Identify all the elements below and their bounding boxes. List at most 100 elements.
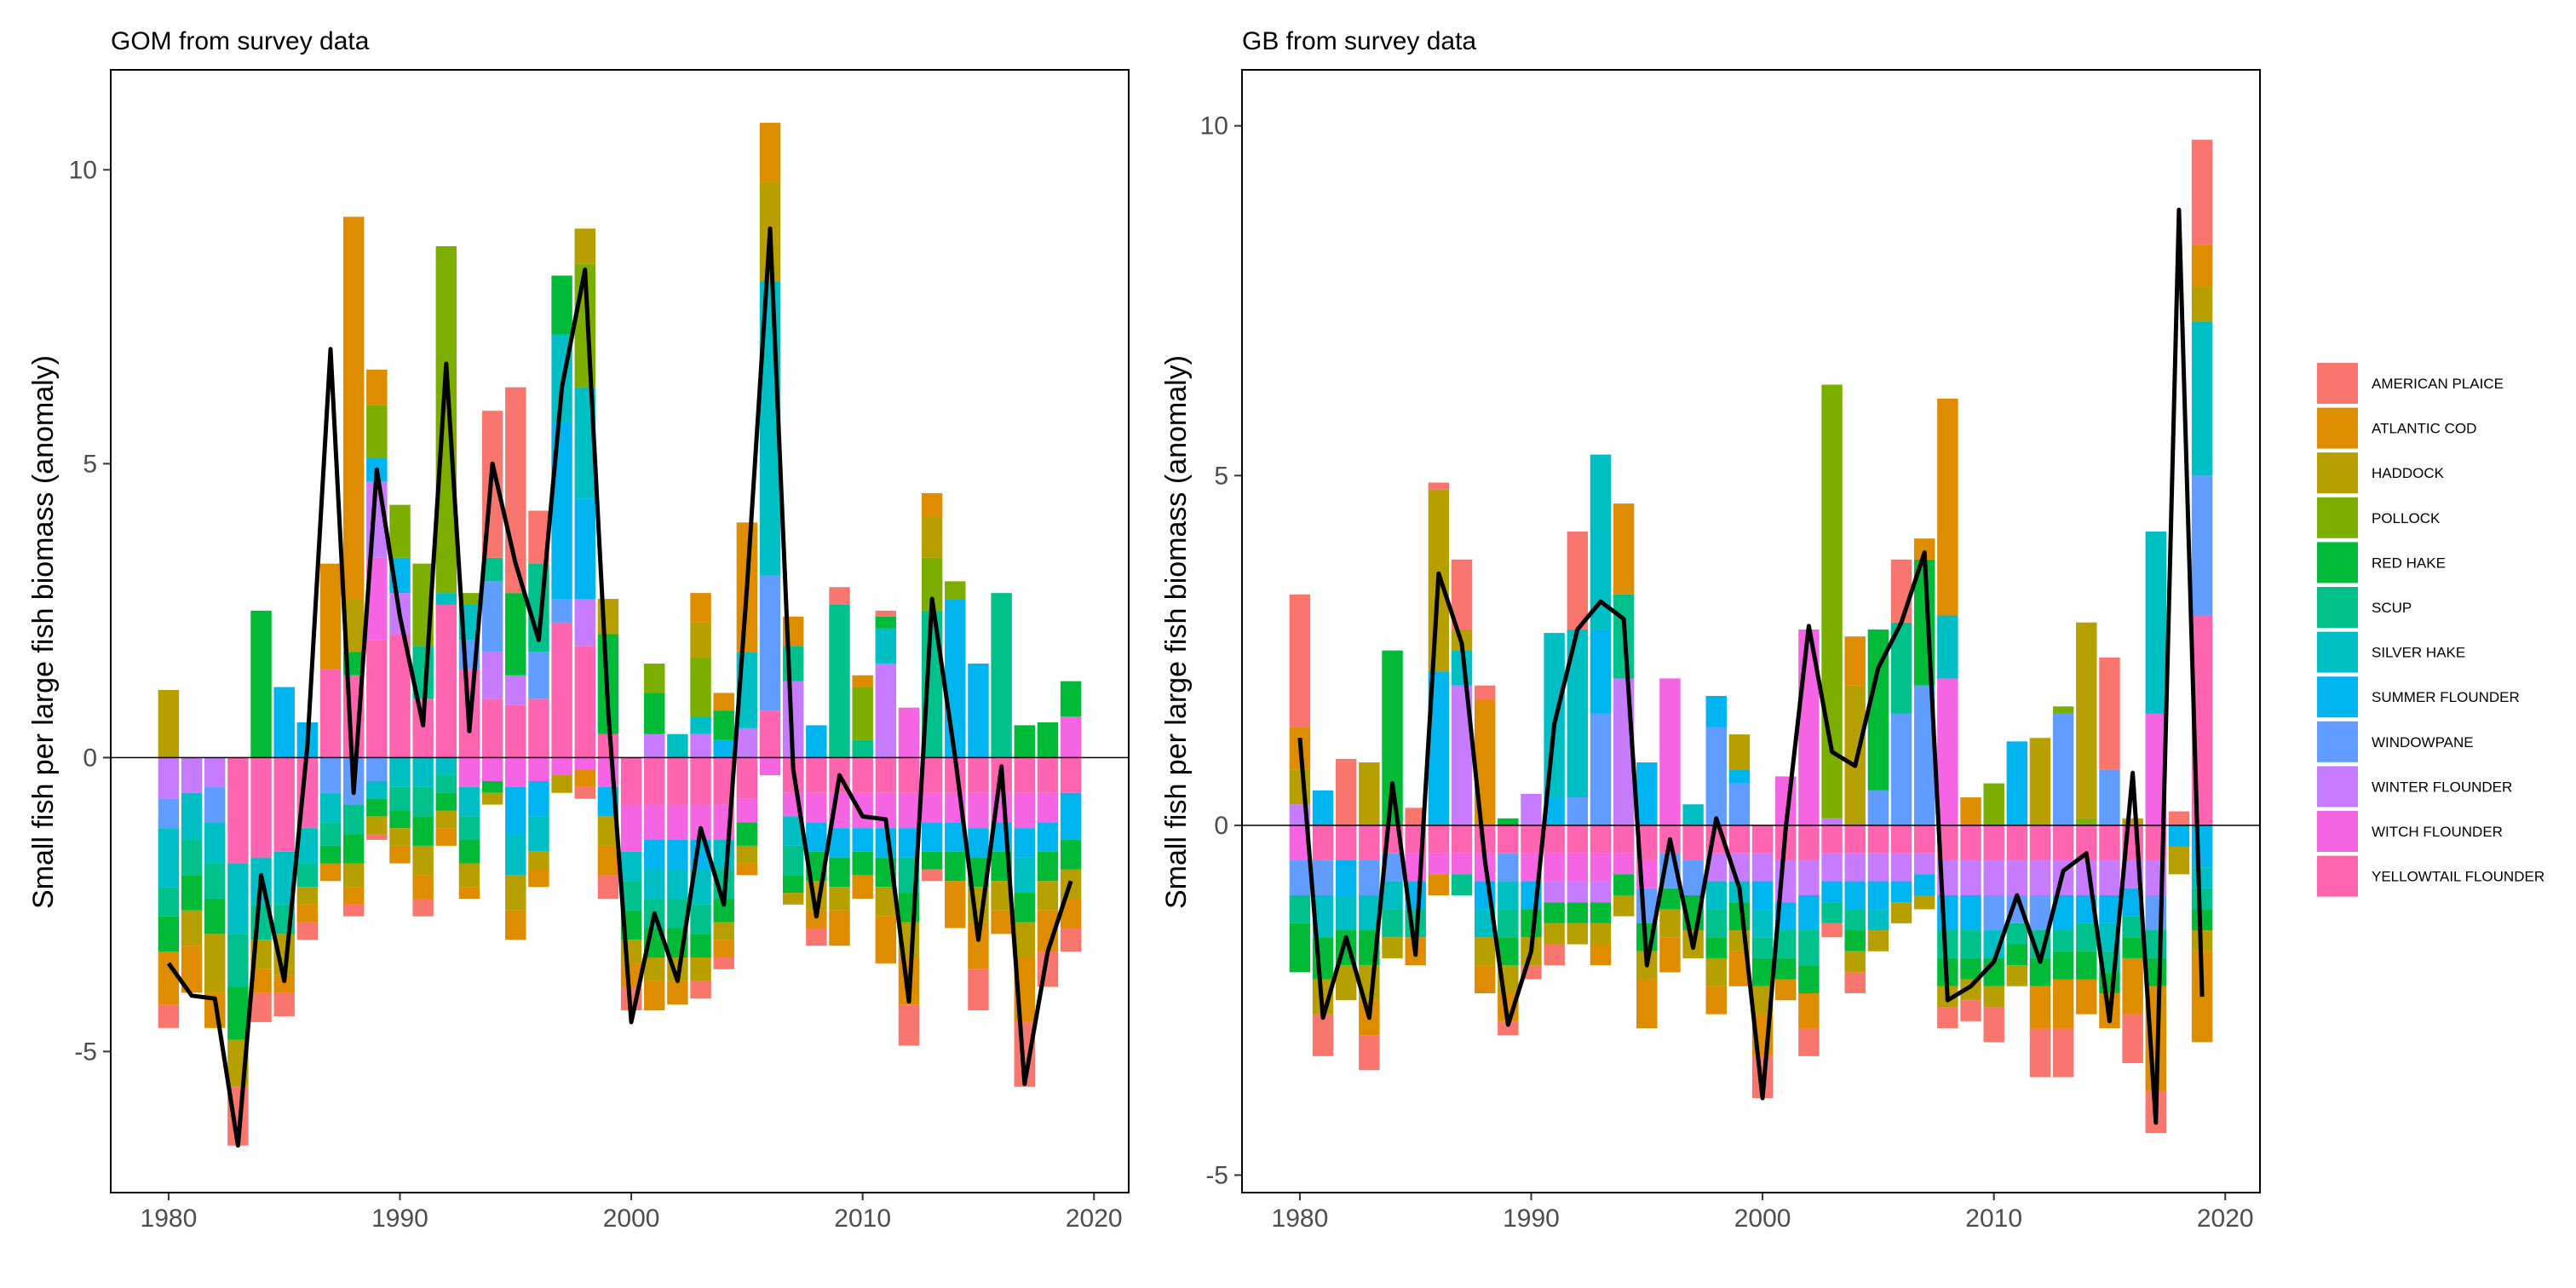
bar-segment-1996-atlantic-cod bbox=[528, 869, 549, 888]
bar-segment-2017-haddock bbox=[1014, 922, 1035, 957]
bar-segment-2010-red-hake bbox=[852, 851, 873, 876]
bar-segment-1981-haddock bbox=[181, 910, 203, 946]
bar-segment-1982-windowpane bbox=[204, 786, 226, 823]
bar-segment-1992-yellowtail-flounder bbox=[435, 604, 457, 758]
bar-segment-2004-yellowtail-flounder bbox=[1844, 825, 1866, 854]
bar-segment-1980-scup bbox=[158, 887, 180, 917]
bar-segment-1989-silver-hake bbox=[366, 780, 388, 799]
bar-segment-1989-atlantic-cod bbox=[366, 369, 388, 405]
bar-segment-1983-yellowtail-flounder bbox=[1359, 825, 1380, 860]
x-tick-label: 2010 bbox=[834, 1205, 891, 1233]
bar-segment-1981-scup bbox=[181, 839, 203, 876]
bar-segment-2017-red-hake bbox=[1014, 893, 1035, 923]
y-tick-label: 10 bbox=[69, 156, 97, 184]
legend-swatch-winter-flounder bbox=[2317, 766, 2358, 808]
bar-segment-1991-haddock bbox=[1544, 923, 1565, 945]
bar-segment-1990-yellowtail-flounder bbox=[1521, 825, 1542, 854]
bar-segment-2000-silver-hake bbox=[1751, 909, 1774, 938]
bar-segment-2013-witch-flounder bbox=[921, 792, 943, 823]
bar-segment-1997-silver-hake bbox=[1682, 804, 1704, 825]
legend-swatch-haddock bbox=[2317, 452, 2358, 494]
bar-segment-1994-yellowtail-flounder bbox=[1613, 825, 1635, 854]
bar-segment-2004-haddock bbox=[1844, 951, 1866, 973]
x-tick-label: 1990 bbox=[1503, 1205, 1560, 1233]
bar-segment-1998-red-hake bbox=[1705, 937, 1727, 958]
bar-segment-1985-american-plaice bbox=[273, 992, 295, 1016]
bar-segment-2011-summer-flounder bbox=[2006, 741, 2028, 825]
y-tick-label: 0 bbox=[83, 744, 97, 772]
bar-segment-1998-american-plaice bbox=[574, 786, 595, 799]
bar-segment-1998-yellowtail-flounder bbox=[574, 646, 595, 758]
bar-segment-1998-haddock bbox=[574, 228, 595, 264]
bar-segment-1989-haddock bbox=[366, 816, 388, 835]
bar-segment-2000-yellowtail-flounder bbox=[1751, 825, 1774, 854]
bar-segment-2002-scup bbox=[1798, 930, 1820, 966]
bar-segment-2009-american-plaice bbox=[829, 587, 850, 605]
bar-segment-2017-yellowtail-flounder bbox=[1014, 757, 1035, 793]
bar-segment-1996-haddock bbox=[528, 851, 549, 870]
legend-swatch-yellowtail-flounder bbox=[2317, 855, 2358, 897]
bar-segment-1992-pollock bbox=[435, 246, 457, 594]
panel-border bbox=[1241, 69, 2261, 1193]
legend: AMERICAN PLAICE ATLANTIC COD HADDOCK POLLOC… bbox=[2317, 363, 2544, 897]
bar-segment-1980-red-hake bbox=[158, 916, 180, 952]
y-tick-label: 5 bbox=[1214, 462, 1228, 490]
bar-segment-1993-pollock bbox=[458, 593, 480, 605]
bar-segment-2018-american-plaice bbox=[2168, 811, 2190, 825]
bar-segment-1996-summer-flounder bbox=[528, 780, 549, 817]
bar-segment-2004-haddock bbox=[713, 922, 734, 940]
bar-segment-1989-yellowtail-flounder bbox=[1498, 825, 1519, 854]
bar-segment-1989-windowpane bbox=[1498, 853, 1519, 882]
bar-segment-1980-haddock bbox=[158, 690, 180, 758]
anomaly-line bbox=[166, 226, 1073, 1148]
bar-segment-1992-atlantic-cod bbox=[435, 828, 457, 846]
bar-segment-2000-silver-hake bbox=[620, 851, 642, 882]
bar-segment-1998-atlantic-cod bbox=[574, 769, 595, 787]
bar-segment-1983-scup bbox=[227, 934, 249, 987]
bar-segment-2015-winter-flounder bbox=[2099, 860, 2120, 895]
bar-segment-2004-red-hake bbox=[713, 710, 734, 740]
x-tick-label: 2010 bbox=[1965, 1205, 2022, 1233]
bar-segment-2013-yellowtail-flounder bbox=[2052, 825, 2074, 860]
bar-segment-1987-scup bbox=[319, 822, 342, 846]
bar-segment-2019-haddock bbox=[2191, 286, 2213, 322]
legend-label-silver-hake: SILVER HAKE bbox=[2372, 645, 2465, 661]
bar-segment-2012-atlantic-cod bbox=[2029, 986, 2051, 1029]
bar-segment-2013-summer-flounder bbox=[921, 822, 943, 852]
bar-segment-2008-summer-flounder bbox=[806, 725, 827, 758]
bar-segment-1985-summer-flounder bbox=[273, 687, 295, 758]
bar-segment-1992-red-hake bbox=[435, 792, 457, 811]
bar-segment-1986-american-plaice bbox=[296, 922, 319, 940]
bar-segment-2001-atlantic-cod bbox=[644, 980, 665, 1011]
bar-segment-1996-yellowtail-flounder bbox=[528, 699, 549, 758]
bar-segment-2018-summer-flounder bbox=[2168, 825, 2190, 847]
legend-label-summer-flounder: SUMMER FLOUNDER bbox=[2372, 689, 2520, 705]
bar-segment-1994-red-hake bbox=[1613, 874, 1635, 895]
bar-segment-2007-scup bbox=[782, 646, 804, 681]
x-tick-label: 1980 bbox=[141, 1205, 198, 1233]
legend-label-haddock: HADDOCK bbox=[2372, 465, 2445, 481]
bar-segment-2001-pollock bbox=[644, 663, 665, 693]
bar-segment-1998-haddock bbox=[1705, 957, 1727, 986]
bar-segment-1994-atlantic-cod bbox=[1613, 503, 1635, 595]
bar-segment-1990-haddock bbox=[389, 828, 411, 846]
bar-segment-1980-haddock bbox=[1289, 769, 1311, 805]
bar-segment-1991-scup bbox=[412, 786, 434, 817]
panel-title: GB from survey data bbox=[1242, 27, 1476, 55]
bar-segment-2018-haddock bbox=[2168, 846, 2190, 875]
bar-segment-1980-american-plaice bbox=[158, 1004, 180, 1028]
bar-segment-1980-atlantic-cod bbox=[158, 952, 180, 1005]
bar-segment-2008-witch-flounder bbox=[806, 792, 827, 823]
bar-segment-2007-haddock bbox=[782, 893, 804, 905]
bar-segment-1988-american-plaice bbox=[342, 904, 365, 917]
bar-segment-1989-windowpane bbox=[366, 757, 388, 781]
bar-segment-2009-scup bbox=[1960, 930, 1981, 958]
bar-segment-1990-winter-flounder bbox=[1521, 793, 1542, 825]
legend-label-windowpane: WINDOWPANE bbox=[2372, 734, 2474, 750]
bar-segment-1980-winter-flounder bbox=[158, 757, 180, 799]
bar-segment-2000-yellowtail-flounder bbox=[620, 757, 642, 805]
bar-segment-1991-winter-flounder bbox=[1544, 881, 1565, 903]
bar-segment-1989-scup bbox=[1498, 909, 1519, 938]
bar-segment-2001-red-hake bbox=[644, 693, 665, 734]
